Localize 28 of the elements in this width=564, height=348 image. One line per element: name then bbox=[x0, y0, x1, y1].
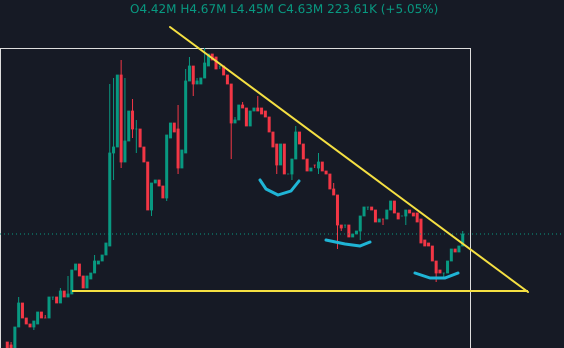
candlestick bbox=[131, 98, 134, 138]
candlestick bbox=[248, 110, 252, 126]
candlestick bbox=[237, 104, 240, 120]
candlestick bbox=[282, 144, 286, 174]
candlestick bbox=[317, 152, 320, 174]
candlestick bbox=[85, 276, 88, 288]
candlestick bbox=[260, 108, 264, 114]
candlestick bbox=[279, 144, 282, 166]
candlestick bbox=[192, 66, 195, 96]
candlestick bbox=[6, 342, 9, 348]
candlestick bbox=[244, 108, 248, 126]
candlestick bbox=[40, 312, 43, 318]
candlestick bbox=[374, 210, 377, 222]
candlestick bbox=[256, 96, 260, 112]
candlestick bbox=[62, 290, 66, 298]
candlestick bbox=[347, 224, 350, 238]
candlestick bbox=[320, 162, 324, 172]
candlestick bbox=[36, 312, 40, 324]
candlestick bbox=[123, 78, 126, 162]
candlestick bbox=[309, 168, 312, 172]
candlestick bbox=[48, 296, 51, 318]
text: O4.42M H4.67M L4.45M C4.63M 223.61K (+5.05%) bbox=[130, 2, 438, 16]
candlestick bbox=[58, 288, 62, 304]
candlestick bbox=[404, 210, 408, 226]
candlestick bbox=[55, 296, 58, 304]
candlestick bbox=[408, 210, 412, 214]
candlestick bbox=[454, 248, 457, 252]
candlestick bbox=[378, 218, 381, 222]
